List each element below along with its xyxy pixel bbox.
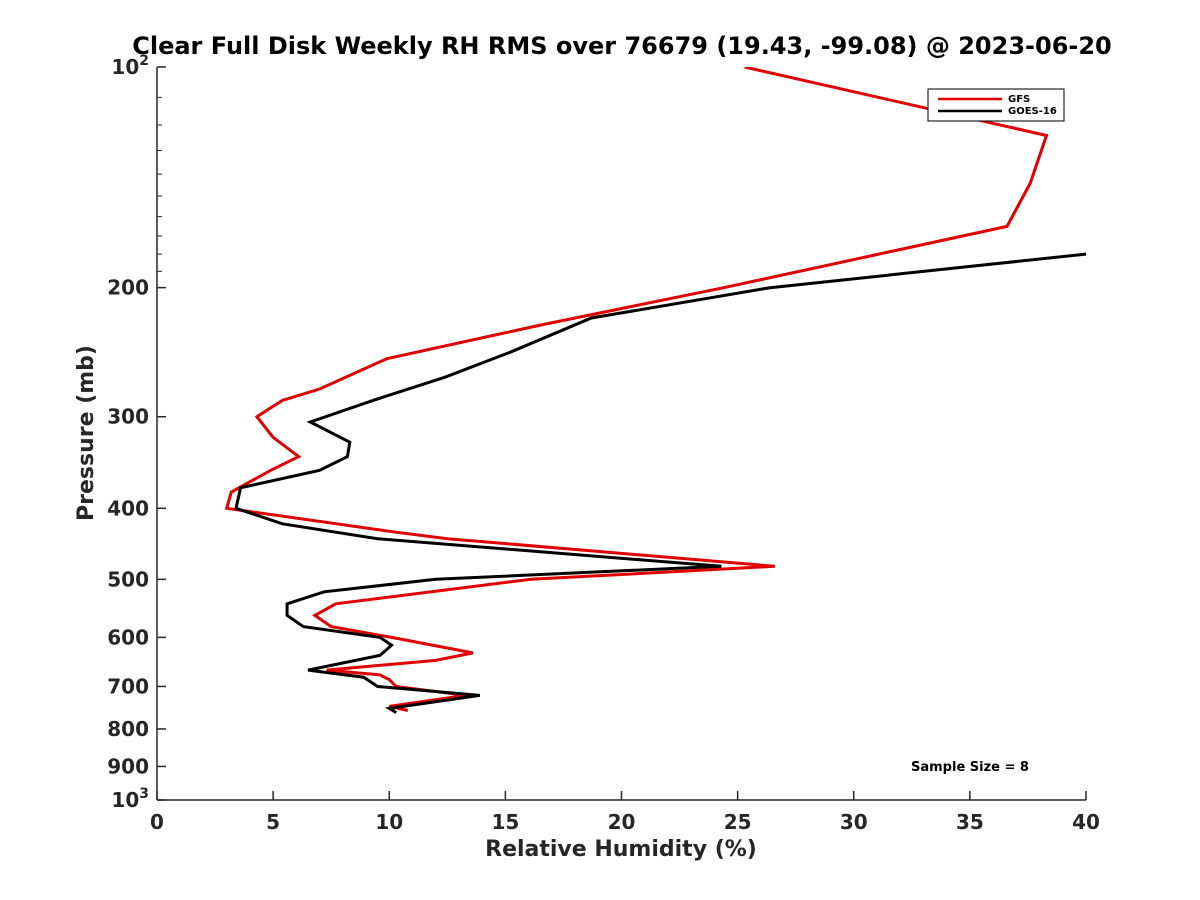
x-tick-label: 10 xyxy=(375,810,403,834)
x-tick-label: 20 xyxy=(608,810,636,834)
legend-label-gfs: GFS xyxy=(1008,94,1030,105)
y-tick-label: 200 xyxy=(107,276,149,300)
chart-title: Clear Full Disk Weekly RH RMS over 76679… xyxy=(132,32,1112,60)
legend-box xyxy=(927,88,1065,122)
x-tick-label: 5 xyxy=(266,810,280,834)
y-tick-label: 103 xyxy=(111,786,149,812)
y-axis-label: Pressure (mb) xyxy=(74,345,99,521)
legend: GFS GOES-16 xyxy=(927,88,1065,122)
y-tick-label: 700 xyxy=(107,674,149,698)
y-tick-label: 500 xyxy=(107,567,149,591)
sample-size-annotation: Sample Size = 8 xyxy=(911,760,1029,775)
y-tick-label: 300 xyxy=(107,405,149,429)
x-tick-label: 30 xyxy=(840,810,868,834)
series-line-goes16 xyxy=(234,252,1086,714)
y-tick-label: 800 xyxy=(107,717,149,741)
series-line-gfs xyxy=(224,67,1049,712)
plot-area xyxy=(224,67,1086,714)
y-tick-label: 400 xyxy=(107,496,149,520)
y-tick-label: 600 xyxy=(107,625,149,649)
x-tick-label: 15 xyxy=(491,810,519,834)
y-ticks: 102 200 300 400 500 600 700 800 900 103 xyxy=(107,53,166,812)
x-tick-label: 25 xyxy=(724,810,752,834)
x-ticks: 0 5 10 15 20 25 30 35 40 xyxy=(150,791,1100,834)
y-tick-label: 102 xyxy=(111,53,149,79)
x-axis-label: Relative Humidity (%) xyxy=(485,837,757,862)
x-tick-label: 0 xyxy=(150,810,164,834)
legend-label-goes16: GOES-16 xyxy=(1008,106,1057,117)
x-tick-label: 35 xyxy=(956,810,984,834)
x-tick-label: 40 xyxy=(1072,810,1100,834)
y-tick-label: 900 xyxy=(107,754,149,778)
axes xyxy=(156,67,1086,801)
